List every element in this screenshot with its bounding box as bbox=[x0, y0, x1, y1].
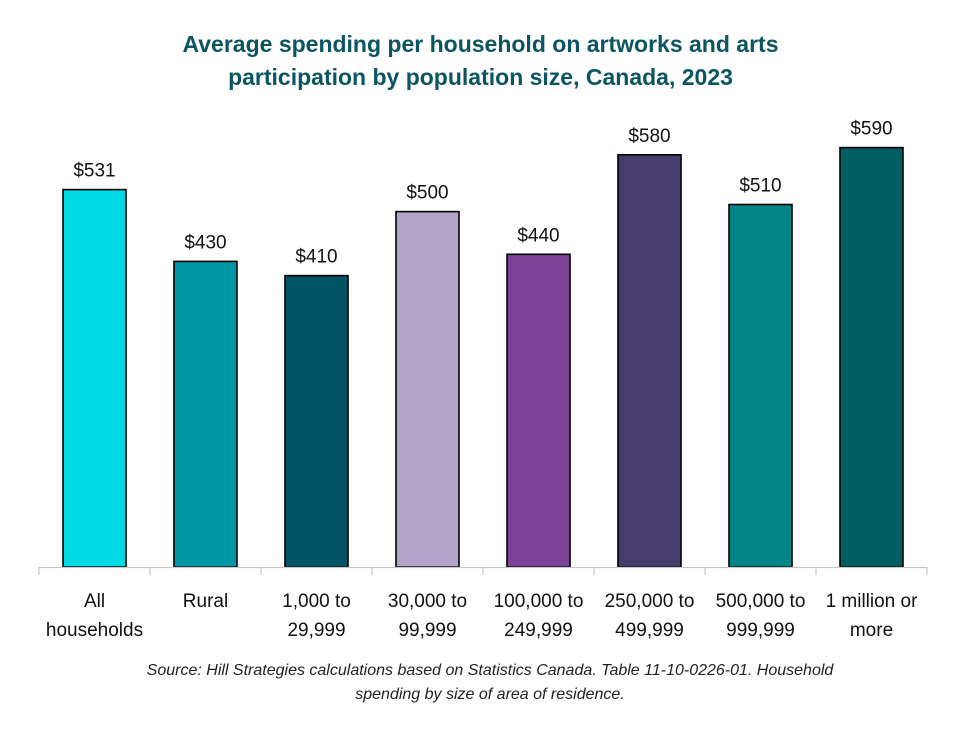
value-label-5: $580 bbox=[628, 126, 670, 147]
value-label-0: $531 bbox=[73, 161, 115, 182]
source-note: Source: Hill Strategies calculations bas… bbox=[60, 659, 920, 707]
value-label-1: $430 bbox=[184, 232, 226, 253]
value-label-7: $590 bbox=[850, 119, 892, 140]
source-line-2: spending by size of area of residence. bbox=[355, 686, 625, 703]
category-label-0: All households bbox=[46, 591, 143, 641]
source-line-1: Source: Hill Strategies calculations bas… bbox=[146, 662, 834, 679]
bar-7 bbox=[839, 146, 904, 568]
category-label-3: 30,000 to 99,999 bbox=[388, 591, 467, 641]
chart-title: Average spending per household on artwor… bbox=[0, 28, 961, 94]
category-label-4: 100,000 to 249,999 bbox=[494, 591, 584, 641]
chart-title-line-1: Average spending per household on artwor… bbox=[182, 31, 779, 57]
category-label-5: 250,000 to 499,999 bbox=[605, 591, 695, 641]
category-label-1: Rural bbox=[183, 591, 228, 612]
bar-0 bbox=[62, 188, 127, 568]
category-label-6: 500,000 to 999,999 bbox=[716, 591, 806, 641]
bar-4 bbox=[506, 253, 571, 568]
bar-5 bbox=[617, 154, 682, 568]
value-label-6: $510 bbox=[739, 176, 781, 197]
value-label-4: $440 bbox=[517, 225, 559, 246]
category-label-7: 1 million or more bbox=[826, 591, 919, 641]
chart-title-line-2: participation by population size, Canada… bbox=[228, 64, 733, 90]
bar-6 bbox=[728, 203, 793, 568]
bar-2 bbox=[284, 274, 349, 568]
category-label-2: 1,000 to 29,999 bbox=[282, 591, 351, 641]
value-label-2: $410 bbox=[295, 247, 337, 268]
bar-1 bbox=[173, 260, 238, 568]
bar-3 bbox=[395, 210, 460, 568]
value-label-3: $500 bbox=[406, 183, 448, 204]
